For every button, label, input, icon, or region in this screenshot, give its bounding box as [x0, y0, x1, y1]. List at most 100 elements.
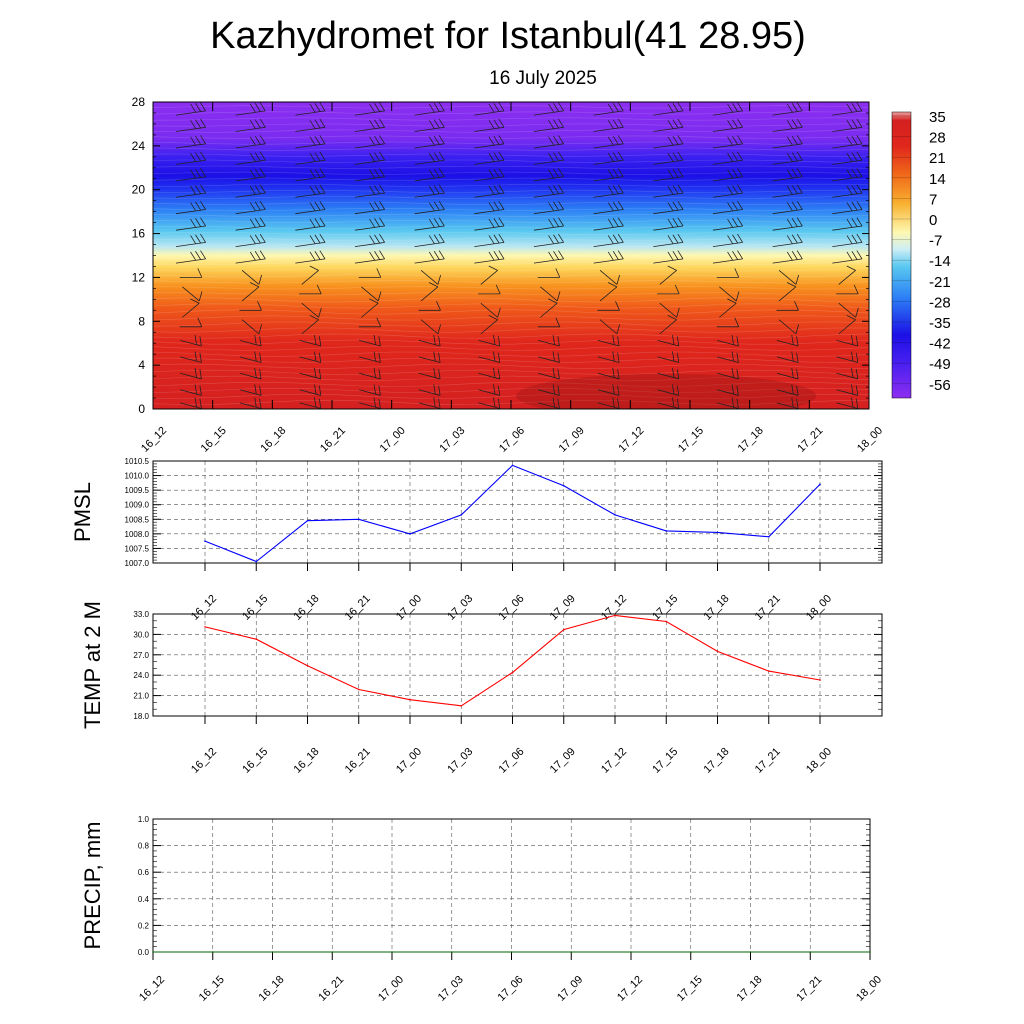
wind-barb — [653, 168, 684, 182]
wind-barb — [414, 200, 445, 215]
wind-barb — [832, 102, 863, 116]
y-tick-label: 1007.0 — [125, 559, 150, 568]
colorbar-label: -28 — [929, 294, 951, 311]
wind-barb — [474, 151, 505, 165]
isotherm-line — [153, 129, 869, 133]
wind-barb — [838, 265, 856, 285]
pmsl-point — [665, 530, 668, 532]
wind-barb — [235, 118, 266, 132]
wind-barb — [717, 367, 739, 380]
wind-barb — [832, 250, 863, 264]
wind-barb — [175, 200, 206, 215]
temp-2m-point — [306, 664, 309, 667]
isotherm-line — [153, 111, 869, 115]
x-tick-label: 17_06 — [497, 425, 527, 455]
isotherm-line — [153, 244, 869, 248]
wind-barb — [772, 200, 803, 215]
precip-point — [869, 951, 871, 953]
wind-barb — [593, 184, 624, 198]
wind-barb — [533, 102, 564, 116]
x-tick-label: 16_15 — [199, 425, 229, 455]
wind-barb — [593, 200, 624, 215]
wind-barb — [474, 233, 505, 247]
wind-barb — [414, 151, 445, 165]
x-tick-label: 17_03 — [437, 425, 467, 455]
precip-point — [331, 951, 334, 953]
x-tick-label: 18_00 — [855, 425, 885, 455]
y-tick-label: 0 — [138, 402, 145, 416]
isotherm-line — [153, 195, 869, 199]
wind-barb — [418, 384, 441, 396]
y-tick-label: 12 — [132, 270, 146, 284]
wind-barb — [295, 200, 326, 215]
temp-2m-point — [665, 620, 668, 623]
wind-barb — [836, 334, 859, 347]
wind-barb — [599, 282, 618, 302]
precip-point — [152, 951, 154, 953]
wind-barb — [474, 118, 505, 132]
wind-barb — [533, 184, 564, 198]
y-tick-label: 0.2 — [138, 921, 150, 930]
wind-barb — [717, 397, 739, 409]
wind-barb — [776, 301, 799, 311]
wind-barb — [832, 217, 863, 231]
wind-barb — [659, 302, 680, 318]
wind-barb — [538, 351, 560, 363]
wind-barb — [716, 268, 740, 278]
x-tick-label: 17_21 — [753, 746, 783, 776]
y-tick-label: 0.6 — [138, 868, 150, 877]
wind-barb — [175, 250, 206, 264]
x-tick-label: 17_15 — [650, 746, 680, 776]
x-tick-label: 17_09 — [557, 425, 587, 455]
wind-barb — [301, 265, 319, 285]
y-tick-label: 1009.0 — [125, 501, 150, 510]
wind-barb — [533, 168, 564, 182]
x-tick-label: 16_21 — [316, 974, 346, 1004]
wind-barb — [295, 151, 326, 165]
wind-barb — [772, 250, 803, 264]
wind-barb — [832, 151, 863, 165]
chart-title: Kazhydromet for Istanbul(41 28.95) — [210, 15, 806, 57]
x-tick-label: 16_12 — [189, 746, 219, 776]
colorbar-label: -56 — [929, 377, 951, 394]
wind-barb — [175, 135, 206, 149]
x-tick-label: 17_12 — [616, 425, 646, 455]
x-tick-label: 17_06 — [496, 974, 526, 1004]
wind-barb — [593, 168, 624, 182]
wind-barb — [235, 168, 266, 182]
x-tick-label: 17_18 — [702, 593, 732, 623]
y-tick-label: 27.0 — [133, 651, 149, 660]
wind-barb — [418, 397, 441, 409]
wind-barb — [836, 284, 859, 295]
x-tick-label: 17_03 — [445, 746, 475, 776]
wind-barb — [776, 367, 799, 380]
y-tick-label: 8 — [138, 314, 145, 328]
wind-barb — [776, 397, 799, 409]
x-tick-label: 16_12 — [137, 974, 167, 1004]
wind-barb — [414, 184, 445, 198]
wind-barb — [772, 233, 803, 247]
pmsl-point — [511, 464, 514, 467]
wind-barb — [239, 351, 262, 363]
wind-barb — [776, 351, 799, 363]
x-tick-label: 16_18 — [258, 425, 288, 455]
wind-barb — [712, 102, 743, 116]
wind-barb — [175, 233, 206, 247]
x-tick-label: 16_15 — [240, 746, 270, 776]
x-tick-label: 16_18 — [292, 593, 322, 623]
isotherm-line — [153, 117, 869, 121]
x-tick-label: 16_18 — [257, 974, 287, 1004]
wind-barb — [593, 250, 624, 264]
wind-barb — [719, 298, 737, 318]
wind-barb — [295, 102, 326, 116]
isotherm-line — [153, 345, 869, 351]
isotherm-line — [153, 189, 869, 193]
wind-barb — [478, 351, 501, 363]
wind-barb — [712, 250, 743, 264]
temp-2m-point — [767, 670, 770, 672]
wind-barb — [354, 102, 385, 116]
wind-barb — [836, 384, 859, 396]
wind-barb — [712, 118, 743, 132]
wind-barb — [593, 118, 624, 132]
pmsl-point — [204, 540, 206, 542]
